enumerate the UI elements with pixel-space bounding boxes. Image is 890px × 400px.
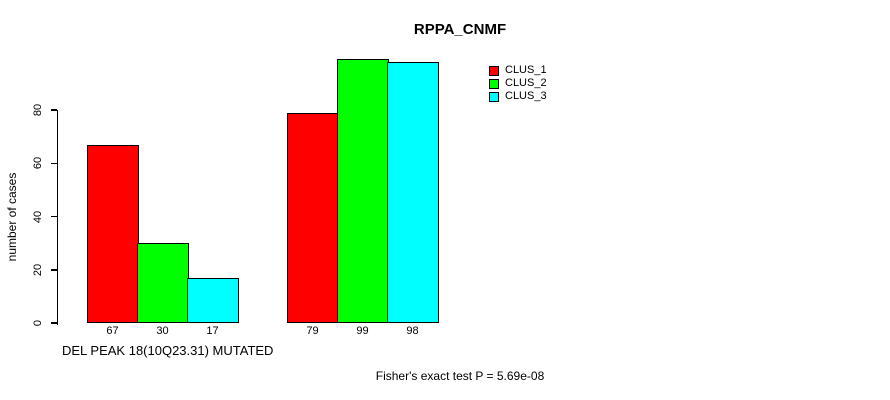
- y-tick-label: 0: [32, 319, 44, 327]
- legend: CLUS_1 CLUS_2 CLUS_3: [489, 64, 547, 103]
- legend-label: CLUS_1: [505, 64, 547, 76]
- y-axis-tick: [50, 322, 57, 324]
- legend-row: CLUS_1: [489, 64, 547, 77]
- bar-clus_2-group1: [137, 243, 189, 323]
- legend-swatch-clus_3: [489, 91, 499, 102]
- y-axis-tick: [50, 162, 57, 164]
- y-axis-tick: [50, 215, 57, 218]
- bar-clus_3-group2: [387, 62, 439, 323]
- y-axis-tick: [50, 269, 57, 271]
- fisher-test-annotation: Fisher's exact test P = 5.69e-08: [375, 369, 545, 383]
- bar-clus_1-group2: [287, 112, 339, 323]
- bar-value-label: 17: [206, 325, 219, 337]
- y-tick-label: 20: [32, 263, 44, 276]
- bar-value-label: 79: [306, 325, 319, 337]
- bar-clus_1-group1: [87, 144, 139, 323]
- y-tick-label: 60: [32, 157, 44, 170]
- legend-swatch-clus_2: [489, 78, 499, 89]
- y-axis-title: number of cases: [5, 172, 19, 262]
- x-axis-label: DEL PEAK 18(10Q23.31) MUTATED: [62, 343, 274, 358]
- legend-label: CLUS_2: [505, 77, 547, 89]
- bar-value-label: 98: [406, 325, 419, 337]
- bar-clus_3-group1: [187, 277, 239, 323]
- legend-swatch-clus_1: [489, 65, 499, 76]
- y-tick-label: 80: [32, 103, 44, 117]
- y-axis-tick: [50, 109, 57, 111]
- chart-title: RPPA_CNMF: [413, 21, 507, 38]
- bar-value-label: 67: [106, 325, 119, 337]
- y-tick-label: 40: [32, 210, 44, 223]
- legend-label: CLUS_3: [505, 90, 547, 102]
- bar-value-label: 30: [156, 325, 169, 337]
- legend-row: CLUS_2: [489, 77, 547, 90]
- bar-value-label: 99: [356, 325, 369, 337]
- y-axis-line: [56, 110, 58, 325]
- bar-clus_2-group2: [337, 59, 389, 323]
- legend-row: CLUS_3: [489, 90, 547, 103]
